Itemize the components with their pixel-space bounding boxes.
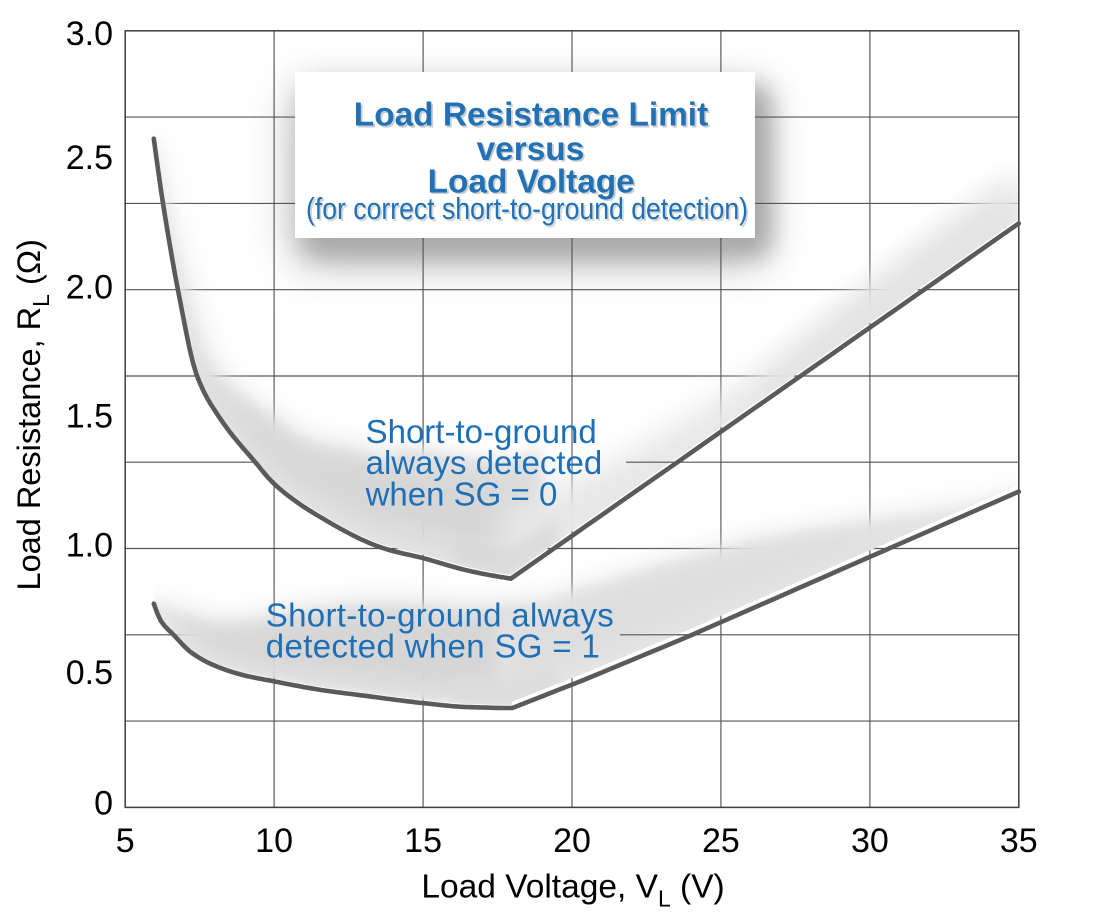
svg-text:1.5: 1.5 — [66, 398, 113, 436]
svg-text:Load Voltage: Load Voltage — [428, 163, 635, 200]
svg-text:Load Resistance Limit: Load Resistance Limit — [356, 98, 710, 135]
svg-text:Load Voltage: Load Voltage — [429, 165, 636, 202]
svg-text:1.0: 1.0 — [66, 527, 113, 565]
svg-text:0: 0 — [94, 785, 113, 823]
svg-text:detected when SG = 1: detected when SG = 1 — [266, 627, 600, 664]
svg-text:35: 35 — [1000, 822, 1038, 860]
svg-text:(for correct short-to-ground d: (for correct short-to-ground detection) — [308, 193, 750, 228]
svg-text:versus: versus — [478, 133, 586, 170]
svg-text:(for correct short-to-ground d: (for correct short-to-ground detection) — [306, 191, 748, 226]
svg-text:Load Resistance Limit: Load Resistance Limit — [354, 97, 708, 134]
svg-text:Short-to-ground: Short-to-ground — [366, 413, 597, 450]
svg-text:when SG = 0: when SG = 0 — [365, 475, 558, 512]
svg-text:3.0: 3.0 — [66, 15, 113, 53]
svg-text:15: 15 — [404, 822, 442, 860]
svg-text:Load Voltage, VL (V): Load Voltage, VL (V) — [421, 869, 724, 912]
svg-text:2.5: 2.5 — [66, 139, 113, 177]
svg-text:0.5: 0.5 — [66, 654, 113, 692]
svg-text:20: 20 — [553, 822, 591, 860]
svg-text:10: 10 — [255, 822, 293, 860]
svg-text:versus: versus — [477, 131, 585, 168]
svg-text:5: 5 — [116, 822, 135, 860]
svg-text:30: 30 — [851, 822, 889, 860]
svg-text:always detected: always detected — [366, 444, 603, 481]
svg-text:25: 25 — [702, 822, 740, 860]
svg-text:Short-to-ground always: Short-to-ground always — [266, 596, 614, 633]
svg-text:2.0: 2.0 — [66, 269, 113, 307]
